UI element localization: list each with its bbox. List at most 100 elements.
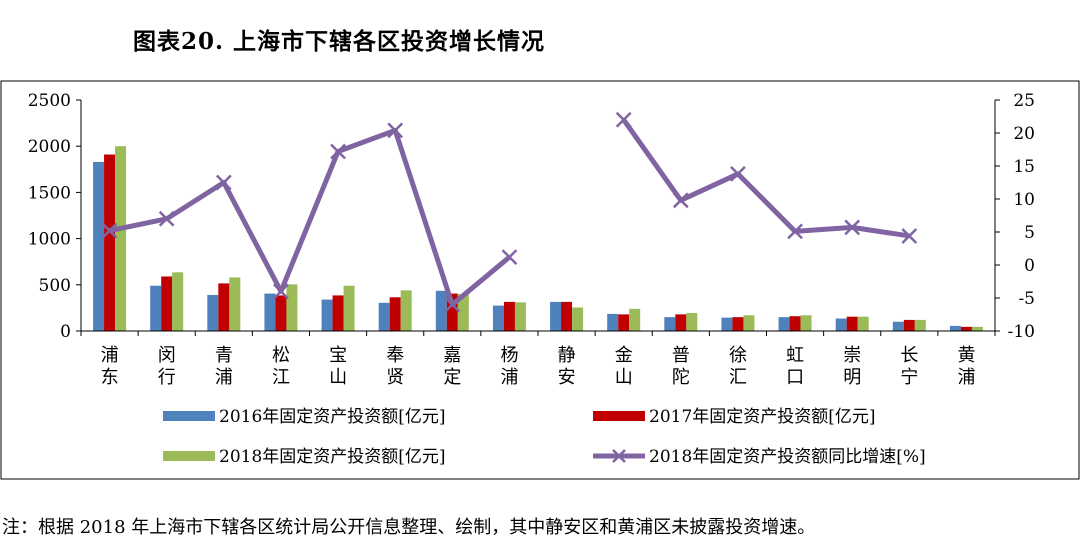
x-tick-label-char: 宝 <box>329 345 347 366</box>
bar-金山-2016 <box>607 313 619 331</box>
x-tick-label-char: 浦 <box>500 367 518 388</box>
bar-浦东-2016 <box>93 161 105 331</box>
bar-嘉定-2018 <box>457 294 469 331</box>
y-left-tick-label: 2500 <box>28 91 71 111</box>
legend-label: 2018年固定资产投资额同比增速[%] <box>649 447 926 467</box>
bar-徐汇-2018 <box>743 315 755 331</box>
bar-浦东-2017 <box>104 154 116 331</box>
x-tick-label-char: 口 <box>786 367 804 388</box>
x-tick-label-char: 长 <box>900 345 918 366</box>
x-tick-label-char: 虹 <box>786 345 804 366</box>
x-tick-label-char: 青 <box>215 345 233 366</box>
growth-point-松江 <box>273 283 289 300</box>
x-tick-label-char: 普 <box>672 345 690 366</box>
chart-container: 0 500 1000 1500 2000 2500 -10 -5 0 5 10 15 20 25 浦东 闵行青… <box>0 80 1080 480</box>
legend: 2016年固定资产投资额[亿元] 2017年固定资产投资额[亿元] 2018年固定资… <box>163 407 926 467</box>
marker-stroke <box>444 296 461 313</box>
bar-嘉定-2016 <box>435 290 447 331</box>
x-tick-label: 长宁 <box>900 345 918 388</box>
x-tick-label: 金山 <box>615 345 633 388</box>
x-tick-label-char: 山 <box>615 367 633 388</box>
x-tick-label-char: 宁 <box>900 367 918 388</box>
chart-svg: 05001000150020002500-10-50510152025浦东闵行青… <box>0 80 1080 480</box>
page-title: 图表20. 上海市下辖各区投资增长情况 <box>133 28 546 55</box>
y-right-tick-label: 0 <box>1024 256 1035 276</box>
bar-奉贤-2016 <box>378 302 390 331</box>
footnote: 注：根据 2018 年上海市下辖各区统计局公开信息整理、绘制，其中静安区和黄浦区… <box>2 517 816 538</box>
legend-item: 2017年固定资产投资额[亿元] <box>593 407 876 427</box>
y-left-tick-label: 500 <box>39 276 71 296</box>
legend-label: 2017年固定资产投资额[亿元] <box>649 407 876 427</box>
bar-崇明-2017 <box>846 316 858 331</box>
x-tick-label-char: 静 <box>558 345 576 366</box>
legend-item: 2016年固定资产投资额[亿元] <box>163 407 446 427</box>
y-right-tick-label: -10 <box>1008 322 1035 342</box>
x-tick-label-char: 江 <box>272 367 290 388</box>
marker-stroke <box>730 166 746 182</box>
y-right-tick-label: 25 <box>1013 91 1035 111</box>
x-tick-label-char: 明 <box>843 367 861 388</box>
bar-杨浦-2018 <box>514 302 526 331</box>
bar-浦东-2018 <box>115 146 127 331</box>
bar-静安-2016 <box>550 301 562 331</box>
marker-stroke <box>615 111 632 128</box>
y-left-tick-label: 0 <box>60 322 71 342</box>
x-tick-label: 崇明 <box>843 345 861 388</box>
growth-point-长宁 <box>901 228 918 244</box>
x-tick-label: 闵行 <box>158 345 176 388</box>
legend-swatch <box>593 411 645 421</box>
x-tick-label-char: 徐 <box>729 345 747 366</box>
marker-stroke <box>901 228 918 244</box>
growth-point-杨浦 <box>501 249 518 265</box>
x-tick-label-char: 陀 <box>672 367 690 388</box>
bar-松江-2016 <box>264 293 276 331</box>
legend-marker <box>612 449 626 463</box>
chart-border <box>0 80 1080 480</box>
axes-group: 05001000150020002500-10-50510152025浦东闵行青… <box>28 91 1035 388</box>
legend-item: 2018年固定资产投资额[亿元] <box>163 447 446 467</box>
marker-stroke <box>101 222 118 239</box>
legend-item: 2018年固定资产投资额同比增速[%] <box>593 447 926 467</box>
x-tick-label-char: 闵 <box>158 345 176 366</box>
x-tick-label: 松江 <box>272 345 290 388</box>
growth-point-浦东 <box>101 222 118 239</box>
x-tick-label-char: 金 <box>615 345 633 366</box>
bar-徐汇-2017 <box>732 317 744 331</box>
x-tick-label-char: 浦 <box>101 345 119 366</box>
x-tick-label: 虹口 <box>786 345 804 388</box>
bar-黄浦-2016 <box>949 325 961 331</box>
growth-point-金山 <box>615 111 632 128</box>
y-right-tick-label: 10 <box>1013 190 1035 210</box>
marker-stroke <box>387 122 404 139</box>
y-right-tick-label: 20 <box>1013 124 1035 144</box>
marker-stroke <box>787 223 803 240</box>
legend-swatch <box>163 451 215 461</box>
bar-宝山-2017 <box>332 295 344 331</box>
bar-闵行-2018 <box>172 272 184 331</box>
y-left-tick-label: 1000 <box>28 230 71 250</box>
bar-虹口-2017 <box>789 316 801 331</box>
x-tick-label: 杨浦 <box>500 345 518 388</box>
growth-point-青浦 <box>215 174 232 191</box>
bar-松江-2018 <box>286 284 298 331</box>
growth-point-崇明 <box>844 219 861 236</box>
growth-point-奉贤 <box>387 122 404 139</box>
legend-label: 2016年固定资产投资额[亿元] <box>219 407 446 427</box>
bar-奉贤-2017 <box>389 297 401 331</box>
bar-虹口-2016 <box>778 317 790 331</box>
x-tick-label-char: 松 <box>272 345 290 366</box>
x-tick-label-char: 贤 <box>386 367 404 388</box>
legend-swatch <box>163 411 215 421</box>
bar-金山-2017 <box>618 314 630 331</box>
bar-金山-2018 <box>629 308 641 331</box>
bar-虹口-2018 <box>800 315 812 331</box>
bar-嘉定-2017 <box>446 293 458 331</box>
marker-stroke <box>273 283 289 300</box>
bar-静安-2018 <box>572 307 584 331</box>
bar-崇明-2016 <box>835 318 847 331</box>
x-tick-label: 普陀 <box>672 345 690 388</box>
marker-stroke <box>672 192 689 209</box>
marker-stroke <box>215 174 232 191</box>
x-tick-label-char: 崇 <box>843 345 861 366</box>
x-tick-label: 宝山 <box>329 345 347 388</box>
